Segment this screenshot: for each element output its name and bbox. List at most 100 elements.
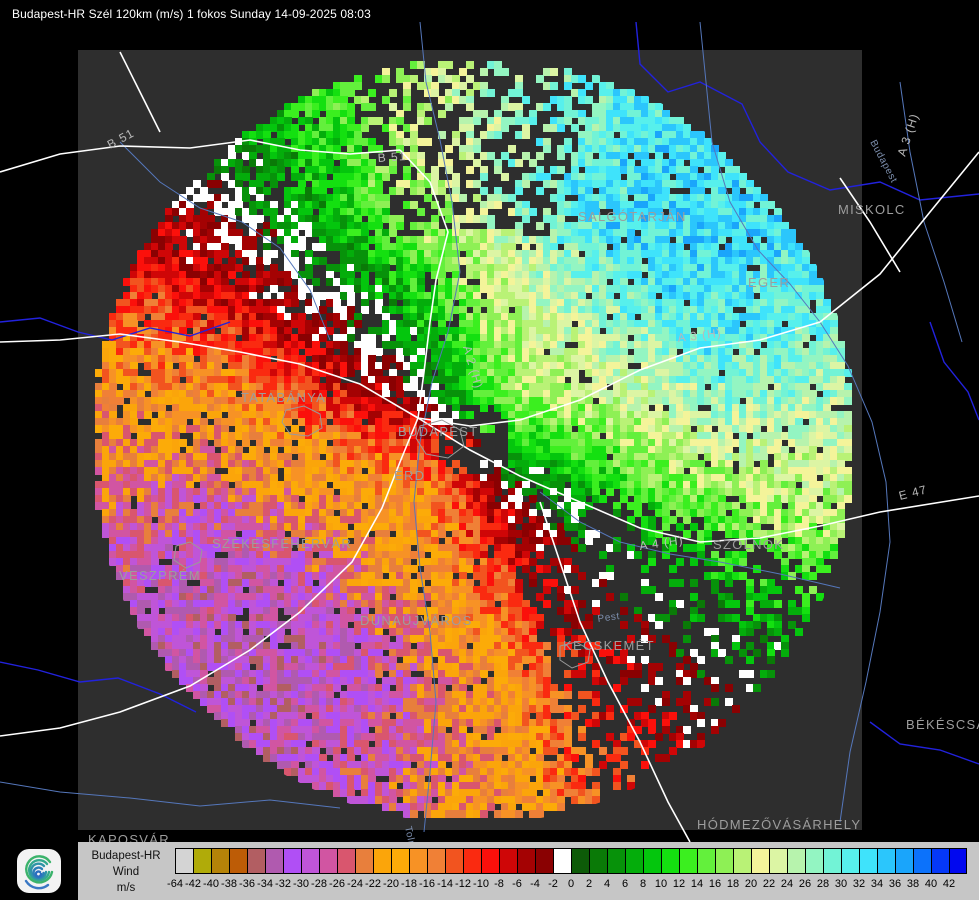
radar-echo-cell (592, 138, 600, 146)
radar-echo-cell (375, 208, 383, 216)
radar-echo-cell (522, 215, 530, 223)
radar-echo-cell (578, 75, 586, 83)
radar-echo-cell (270, 124, 278, 132)
radar-echo-cell (613, 96, 621, 104)
radar-echo-cell (382, 229, 390, 237)
radar-echo-cell (347, 180, 355, 188)
radar-echo-cell (578, 110, 586, 118)
radar-echo-cell (396, 187, 404, 195)
radar-echo-cell (480, 110, 488, 118)
radar-echo-cell (424, 103, 432, 111)
radar-echo-cell (424, 117, 432, 125)
radar-echo-cell (396, 222, 404, 230)
radar-echo-cell (396, 117, 404, 125)
radar-echo-cell (557, 117, 565, 125)
radar-echo-cell (347, 236, 355, 244)
radar-echo-cell (361, 285, 369, 293)
radar-echo-cell (501, 68, 509, 76)
radar-echo-cell (592, 110, 600, 118)
radar-echo-cell (501, 124, 509, 132)
radar-echo-cell (277, 131, 285, 139)
radar-echo-cell (557, 103, 565, 111)
radar-echo-cell (627, 117, 635, 125)
radar-echo-cell (389, 278, 397, 286)
radar-echo-cell (333, 194, 341, 202)
radar-echo-cell (298, 96, 306, 104)
radar-echo-cell (585, 96, 593, 104)
radar-echo-cell (620, 117, 628, 125)
radar-echo-cell (326, 103, 334, 111)
radar-echo-cell (389, 299, 397, 307)
radar-echo-cell (613, 110, 621, 118)
radar-echo-cell (375, 236, 383, 244)
radar-echo-cell (361, 229, 369, 237)
radar-echo-cell (578, 131, 586, 139)
radar-echo-cell (543, 124, 551, 132)
radar-echo-cell (396, 131, 404, 139)
radar-echo-cell (340, 208, 348, 216)
radar-echo-cell (403, 96, 411, 104)
radar-echo-cell (340, 131, 348, 139)
radar-echo-cell (438, 404, 446, 412)
radar-echo-cell (361, 299, 369, 307)
radar-echo-cell (333, 180, 341, 188)
radar-echo-cell (333, 110, 341, 118)
radar-echo-cell (396, 68, 404, 76)
radar-echo-cell (354, 201, 362, 209)
radar-echo-cell (375, 117, 383, 125)
radar-echo-cell (403, 138, 411, 146)
radar-echo-cell (536, 75, 544, 83)
radar-echo-cell (305, 96, 313, 104)
radar-echo-cell (368, 89, 376, 97)
radar-echo-cell (312, 124, 320, 132)
radar-echo-cell (592, 145, 600, 153)
radar-echo-cell (340, 201, 348, 209)
radar-echo-cell (382, 250, 390, 258)
radar-echo-cell (375, 292, 383, 300)
radar-echo-cell (361, 187, 369, 195)
radar-echo-cell (319, 117, 327, 125)
radar-echo-cell (389, 250, 397, 258)
radar-echo-cell (536, 222, 544, 230)
radar-echo-cell (550, 96, 558, 104)
radar-echo-cell (277, 117, 285, 125)
radar-echo-cell (249, 131, 257, 139)
radar-echo-cell (375, 222, 383, 230)
radar-echo-cell (340, 89, 348, 97)
radar-echo-cell (382, 173, 390, 181)
radar-echo-cell (361, 173, 369, 181)
radar-echo-cell (347, 313, 355, 321)
radar-echo-cell (459, 96, 467, 104)
radar-echo-cell (354, 236, 362, 244)
radar-echo-cell (459, 82, 467, 90)
radar-echo-cell (368, 117, 376, 125)
radar-echo-cell (522, 117, 530, 125)
radar-echo-cell (333, 306, 341, 314)
radar-echo-cell (368, 215, 376, 223)
radar-echo-cell (508, 145, 516, 153)
radar-echo-cell (354, 96, 362, 104)
radar-echo-cell (361, 222, 369, 230)
radar-echo-cell (459, 194, 467, 202)
radar-echo-cell (536, 187, 544, 195)
radar-map[interactable]: TATABÁNYA BUDAPEST ÉRD SZÉKESFEHÉRVÁR VESZPR… (0, 22, 979, 842)
radar-echo-cell (361, 103, 369, 111)
radar-echo-cell (382, 320, 390, 328)
radar-echo-cell (627, 89, 635, 97)
radar-echo-cell (543, 68, 551, 76)
radar-echo-cell (620, 110, 628, 118)
radar-echo-cell (375, 215, 383, 223)
radar-echo-cell (375, 250, 383, 258)
radar-echo-cell (606, 124, 614, 132)
radar-echo-cell (606, 89, 614, 97)
radar-echo-cell (354, 222, 362, 230)
radar-echo-cell (347, 320, 355, 328)
radar-echo-cell (382, 271, 390, 279)
radar-echo-cell (375, 173, 383, 181)
radar-echo-cell (375, 299, 383, 307)
radar-echo-cell (620, 96, 628, 104)
radar-echo-cell (347, 278, 355, 286)
radar-echo-cell (361, 124, 369, 132)
radar-echo-cell (578, 509, 586, 517)
radar-echo-cell (347, 201, 355, 209)
